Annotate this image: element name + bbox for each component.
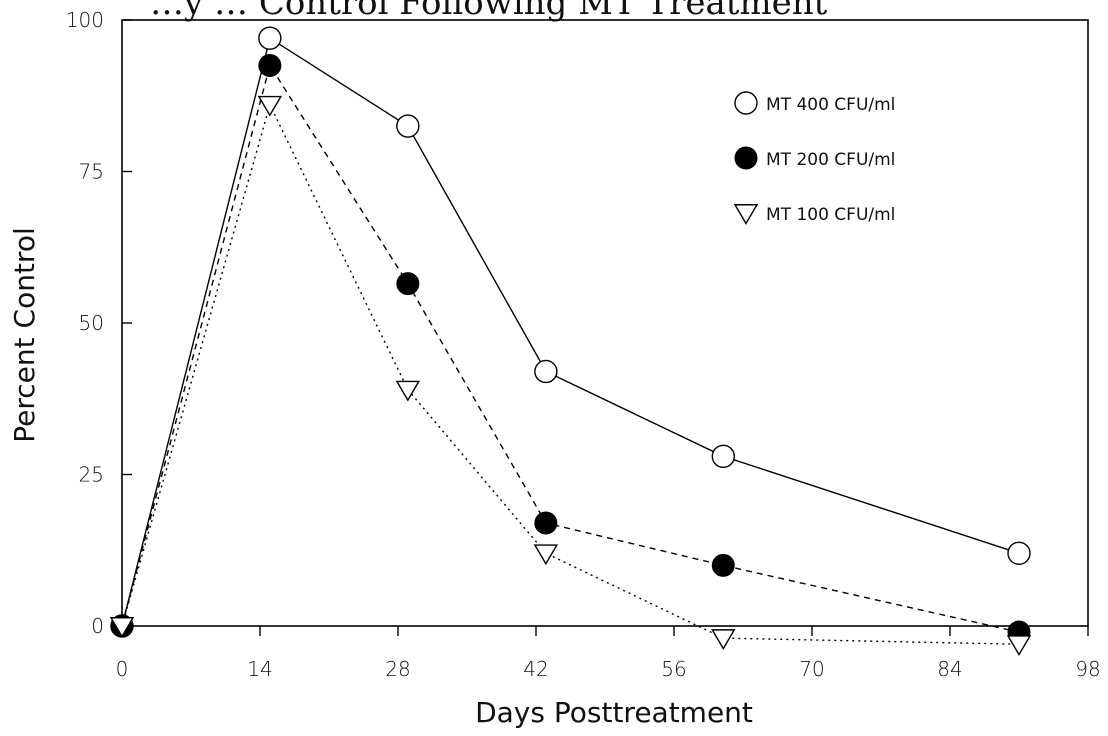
legend-label: MT 100 CFU/ml <box>766 205 895 225</box>
data-point <box>711 553 735 577</box>
legend-label: MT 400 CFU/ml <box>766 95 895 115</box>
x-tick-label: 14 <box>247 657 272 681</box>
data-point <box>711 629 736 650</box>
y-axis: 0 25 50 75 100 <box>66 8 132 638</box>
data-point <box>258 53 282 77</box>
x-axis-label: Days Posttreatment <box>475 696 753 729</box>
legend-marker <box>734 146 758 170</box>
x-tick-label: 70 <box>799 657 824 681</box>
chart-title: …y … Control Following MT Treatment <box>150 0 828 23</box>
y-tick-label: 100 <box>66 8 104 32</box>
legend-item: MT 400 CFU/ml <box>734 91 895 115</box>
y-tick-label: 50 <box>79 311 104 335</box>
legend-marker <box>734 91 758 115</box>
legend-item: MT 200 CFU/ml <box>734 146 895 170</box>
series-layer <box>109 26 1032 657</box>
legend-marker <box>733 204 759 225</box>
legend-item: MT 100 CFU/ml <box>733 204 895 225</box>
x-tick-label: 28 <box>385 657 410 681</box>
data-point <box>1007 541 1031 565</box>
data-point <box>711 444 735 469</box>
data-point <box>257 95 283 117</box>
x-tick-label: 56 <box>661 657 686 681</box>
data-point <box>396 272 420 296</box>
x-axis: 0 14 28 42 56 70 84 98 <box>116 626 1101 681</box>
x-tick-label: 42 <box>523 657 548 681</box>
data-point <box>1006 635 1032 657</box>
legend: MT 400 CFU/ml MT 200 CFU/ml MT 100 CFU/ml <box>733 91 895 225</box>
x-tick-label: 84 <box>937 657 962 681</box>
y-tick-label: 25 <box>79 463 104 487</box>
series-mt-400-cfu-ml <box>110 26 1031 638</box>
x-tick-label: 98 <box>1075 657 1100 681</box>
data-point <box>258 26 282 50</box>
data-point <box>396 114 420 138</box>
series-line <box>121 102 1020 645</box>
series-line <box>121 63 1020 633</box>
y-tick-label: 75 <box>79 160 104 184</box>
data-point <box>395 380 421 402</box>
series-mt-100-cfu-ml <box>109 95 1032 657</box>
y-tick-label: 0 <box>91 614 104 638</box>
data-point <box>534 359 558 384</box>
data-point <box>534 511 558 535</box>
data-point <box>533 544 559 566</box>
x-tick-label: 0 <box>116 657 129 681</box>
series-mt-200-cfu-ml <box>110 53 1031 644</box>
y-axis-label: Percent Control <box>8 227 41 442</box>
legend-label: MT 200 CFU/ml <box>766 150 895 170</box>
series-line <box>121 37 1020 627</box>
data-point <box>109 617 135 638</box>
